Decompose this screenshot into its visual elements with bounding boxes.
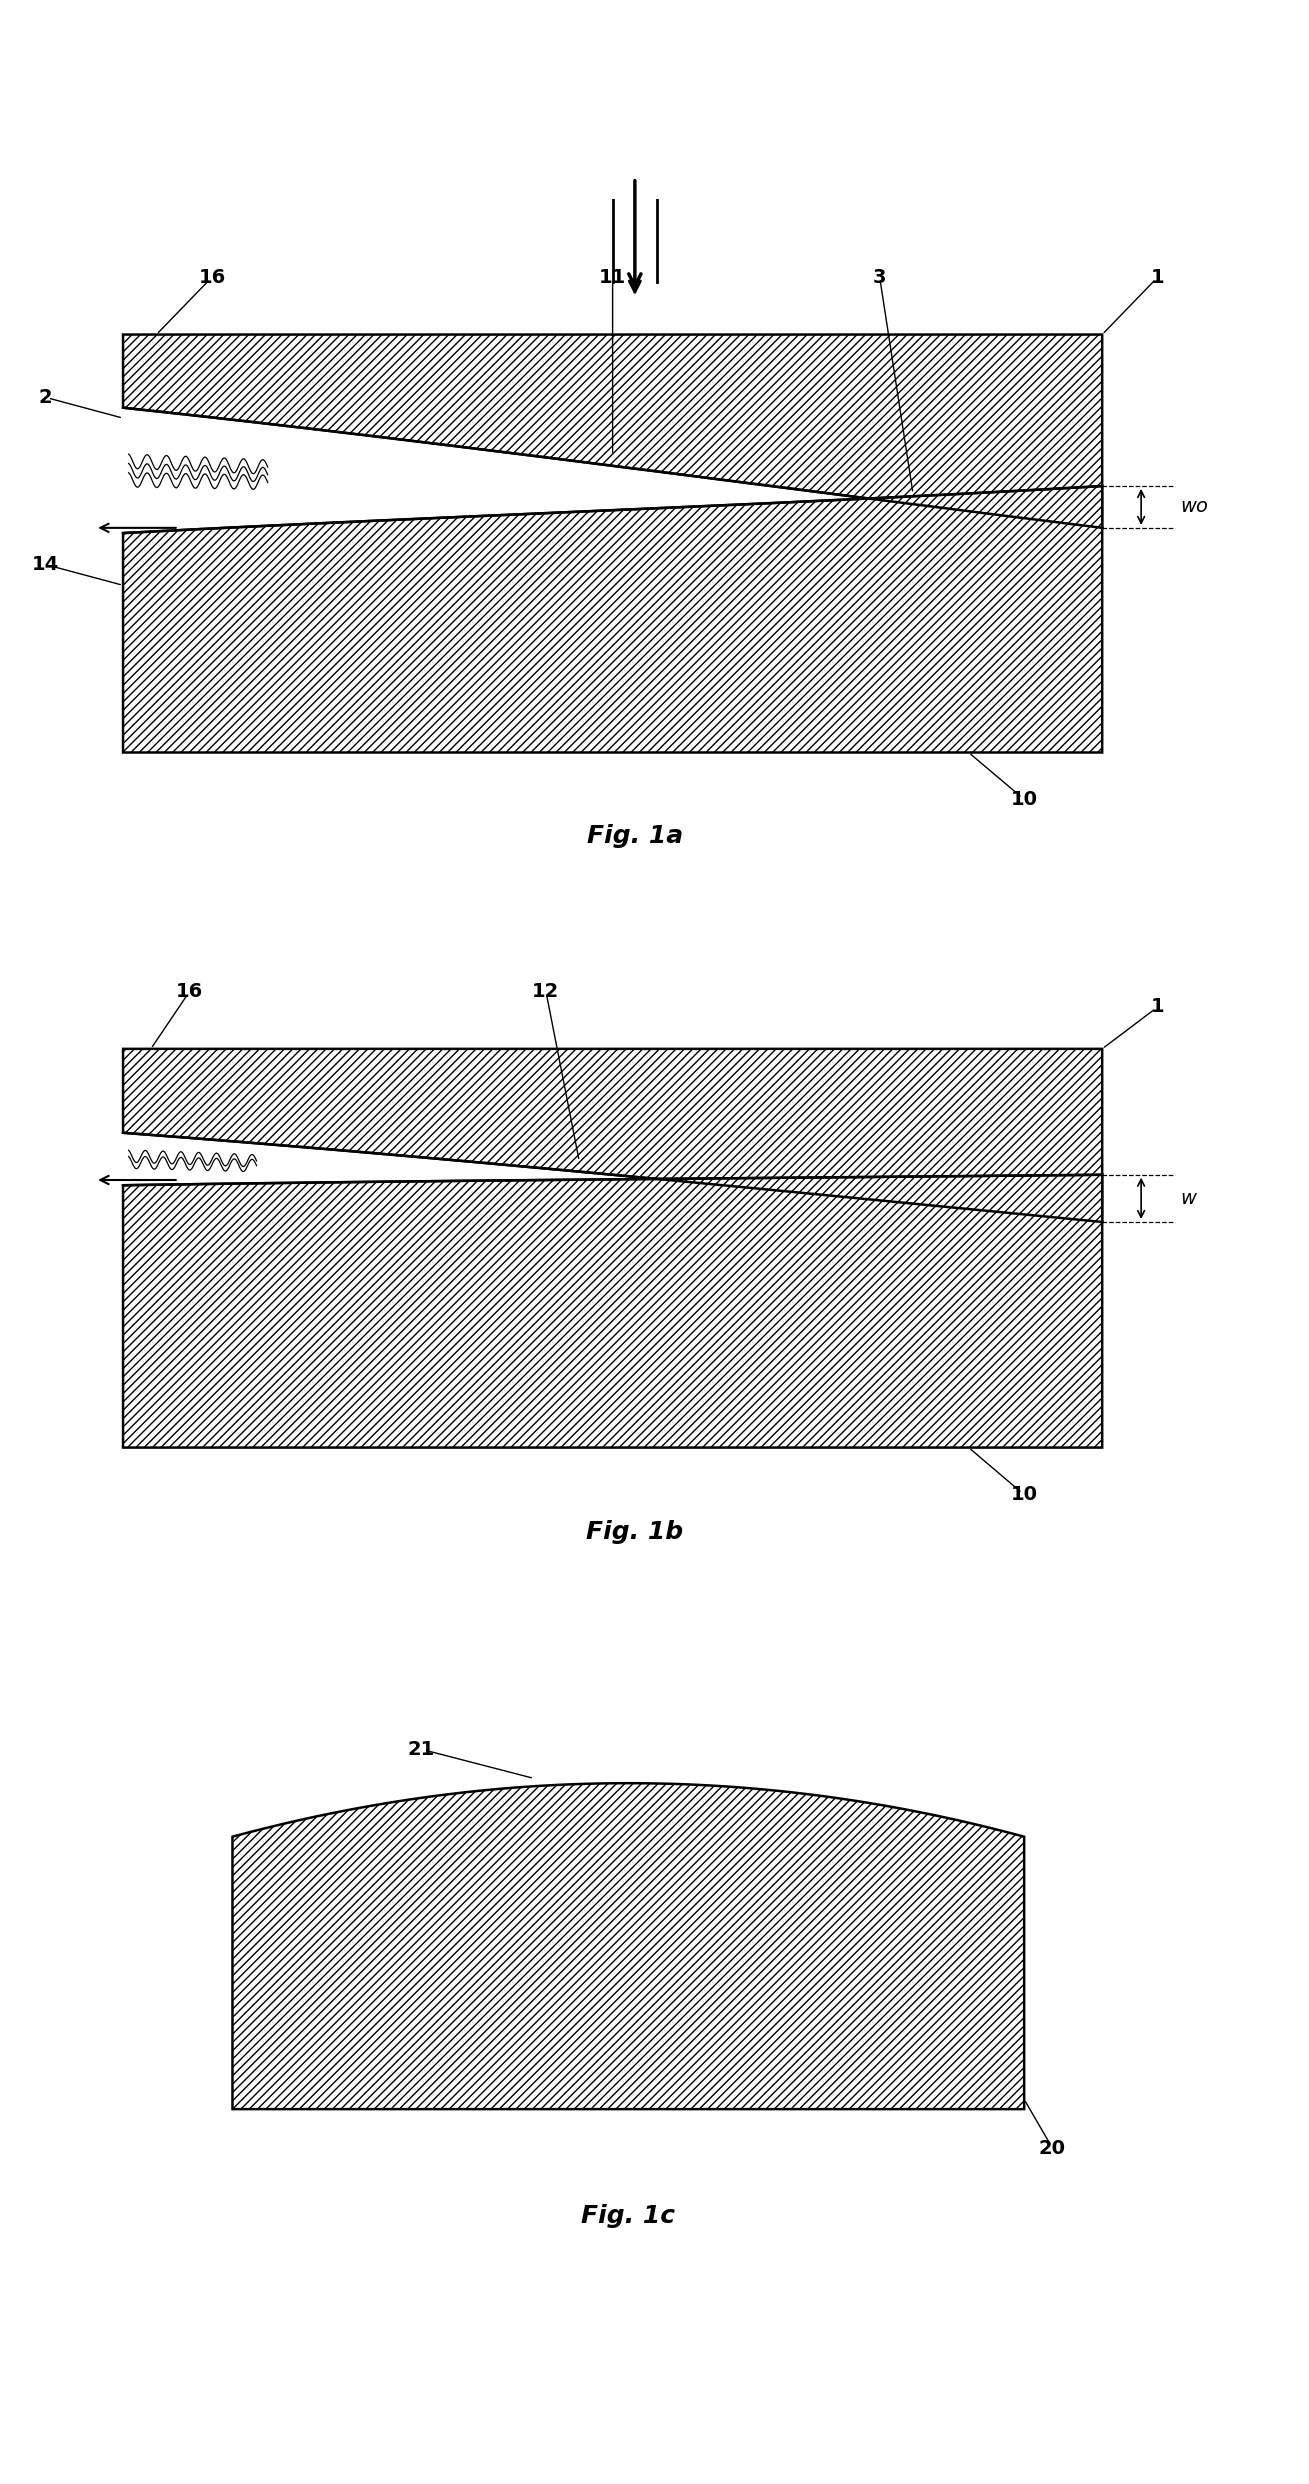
Text: 3: 3 <box>873 268 886 286</box>
Text: Fig. 1c: Fig. 1c <box>581 2203 675 2228</box>
Polygon shape <box>123 1048 1102 1222</box>
Text: 1: 1 <box>1151 268 1165 286</box>
Text: 2: 2 <box>38 388 52 407</box>
Text: 20: 20 <box>1039 2139 1066 2159</box>
Polygon shape <box>123 487 1102 753</box>
Text: 12: 12 <box>533 981 559 1001</box>
Polygon shape <box>123 1175 1102 1448</box>
Text: 10: 10 <box>1011 790 1038 810</box>
Text: 1: 1 <box>1151 999 1165 1016</box>
Text: 16: 16 <box>199 268 225 286</box>
Polygon shape <box>233 1784 1024 2109</box>
Text: w: w <box>1179 1190 1196 1207</box>
Text: Fig. 1a: Fig. 1a <box>586 825 683 847</box>
Text: wo: wo <box>1179 497 1208 517</box>
Polygon shape <box>123 335 1102 527</box>
Text: 21: 21 <box>407 1739 435 1759</box>
Text: 10: 10 <box>1011 1485 1038 1505</box>
Text: 11: 11 <box>600 268 626 286</box>
Text: 16: 16 <box>177 981 203 1001</box>
Text: 14: 14 <box>31 554 59 574</box>
Text: Fig. 1b: Fig. 1b <box>586 1520 683 1543</box>
